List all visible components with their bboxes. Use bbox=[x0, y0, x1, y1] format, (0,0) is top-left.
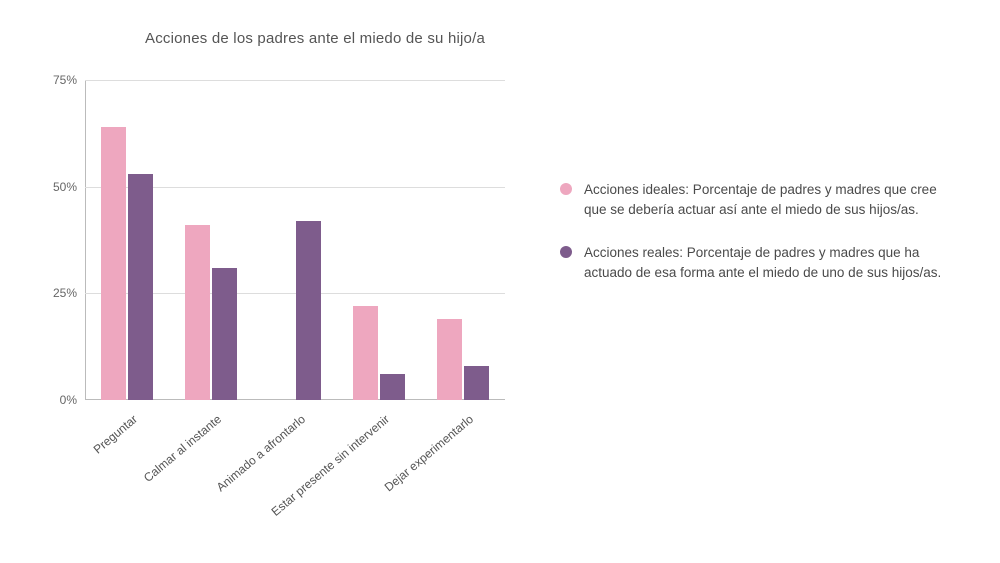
x-tick-label: Dejar experimentarlo bbox=[382, 412, 476, 494]
y-tick-label: 25% bbox=[45, 286, 77, 300]
legend-item: Acciones reales: Porcentaje de padres y … bbox=[560, 243, 944, 282]
legend-swatch bbox=[560, 246, 572, 258]
bars-layer bbox=[85, 80, 505, 400]
bar bbox=[296, 221, 321, 400]
bar bbox=[212, 268, 237, 400]
x-tick-label: Animado a afrontarlo bbox=[214, 412, 308, 494]
y-tick-label: 75% bbox=[45, 73, 77, 87]
legend: Acciones ideales: Porcentaje de padres y… bbox=[560, 180, 944, 306]
bar bbox=[185, 225, 210, 400]
bar bbox=[437, 319, 462, 400]
y-tick-label: 0% bbox=[45, 393, 77, 407]
legend-text: Acciones ideales: Porcentaje de padres y… bbox=[584, 180, 944, 219]
bar bbox=[353, 306, 378, 400]
bar bbox=[464, 366, 489, 400]
chart-title: Acciones de los padres ante el miedo de … bbox=[145, 30, 485, 47]
y-tick-label: 50% bbox=[45, 180, 77, 194]
legend-swatch bbox=[560, 183, 572, 195]
bar bbox=[128, 174, 153, 400]
bar bbox=[380, 374, 405, 400]
legend-text: Acciones reales: Porcentaje de padres y … bbox=[584, 243, 944, 282]
chart-plot-area: 0%25%50%75%PreguntarCalmar al instanteAn… bbox=[85, 80, 505, 400]
legend-item: Acciones ideales: Porcentaje de padres y… bbox=[560, 180, 944, 219]
x-tick-label: Preguntar bbox=[91, 412, 140, 457]
bar bbox=[101, 127, 126, 400]
x-tick-label: Calmar al instante bbox=[141, 412, 224, 485]
